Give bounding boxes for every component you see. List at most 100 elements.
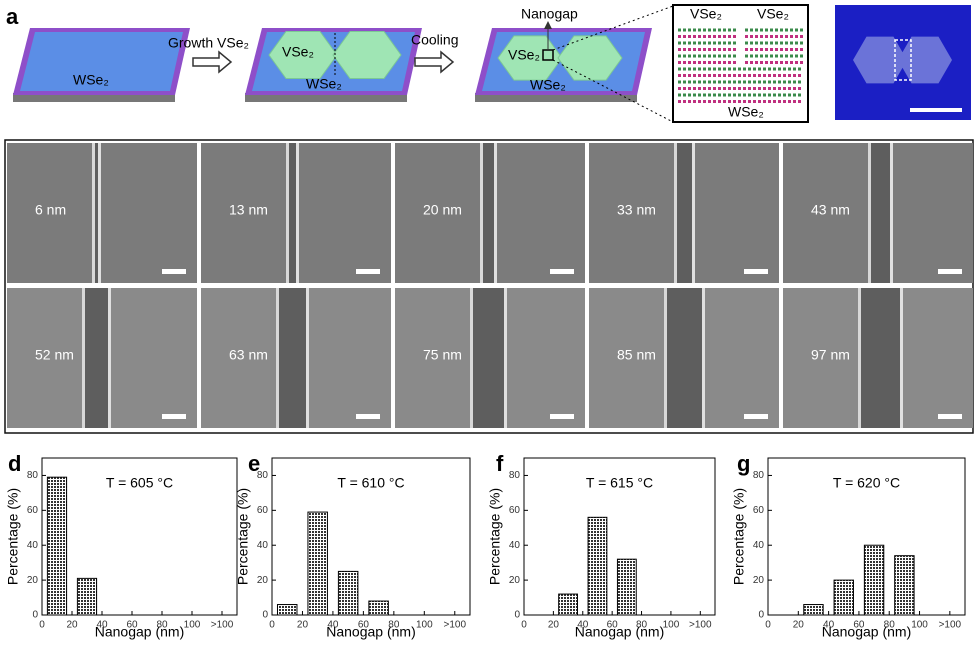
scale-bar <box>938 269 962 274</box>
sem-edge <box>890 143 893 283</box>
gap-label: 85 nm <box>617 347 656 363</box>
y-tick-label: 60 <box>27 505 39 516</box>
y-tick-label: 20 <box>27 575 39 586</box>
x-tick-label: 0 <box>39 620 45 631</box>
panel-label: d <box>8 451 21 476</box>
sem-edge <box>296 143 299 283</box>
annotation: T = 615 °C <box>586 475 653 491</box>
sem-gap <box>483 143 494 283</box>
gap-label: 13 nm <box>229 202 268 218</box>
x-tick-label: 100 <box>663 620 680 631</box>
sem-edge <box>494 143 497 283</box>
x-tick-label: >100 <box>444 620 467 631</box>
bar <box>76 577 98 616</box>
sem-gap <box>861 288 900 428</box>
scale-bar <box>162 269 186 274</box>
gap-label: 63 nm <box>229 347 268 363</box>
y-axis-label: Percentage (%) <box>5 488 21 585</box>
x-tick-label: 40 <box>577 620 589 631</box>
bar <box>833 579 854 616</box>
panel-label: e <box>248 451 260 476</box>
inset-label: VSe₂ <box>757 6 789 22</box>
gap-label: 6 nm <box>35 202 66 218</box>
nanogap-label: Nanogap <box>521 6 578 22</box>
sem-edge <box>664 288 667 428</box>
process-label: Cooling <box>411 32 458 48</box>
sem-image <box>7 143 197 283</box>
scale-bar <box>910 108 962 112</box>
x-tick-label: >100 <box>939 620 962 631</box>
gap-label: 33 nm <box>617 202 656 218</box>
substrate-label: WSe₂ <box>530 77 566 93</box>
scale-bar <box>744 414 768 419</box>
x-tick-label: 0 <box>521 620 527 631</box>
plot-frame <box>271 457 471 616</box>
bar <box>803 604 824 616</box>
x-tick-label: 60 <box>853 620 865 631</box>
bar <box>46 476 68 616</box>
y-tick-label: 40 <box>509 540 521 551</box>
gap-label: 20 nm <box>423 202 462 218</box>
substrate-side <box>475 93 637 102</box>
scale-bar <box>162 414 186 419</box>
x-tick-label: 100 <box>416 620 433 631</box>
scale-bar <box>744 269 768 274</box>
x-tick-label: 20 <box>66 620 78 631</box>
y-tick-label: 60 <box>509 505 521 516</box>
bar <box>307 511 328 616</box>
y-axis-label: Percentage (%) <box>731 488 747 585</box>
x-tick-label: 20 <box>548 620 560 631</box>
sem-gap <box>473 288 504 428</box>
scale-bar <box>356 269 380 274</box>
bar <box>616 558 637 616</box>
x-tick-label: 80 <box>156 620 168 631</box>
y-tick-label: 20 <box>753 575 765 586</box>
sem-gap <box>279 288 306 428</box>
sem-edge <box>480 143 483 283</box>
zoom-line <box>552 5 674 51</box>
sem-edge <box>674 143 677 283</box>
scale-bar <box>550 269 574 274</box>
vse2-flake <box>332 30 402 80</box>
x-tick-label: 0 <box>765 620 771 631</box>
bar <box>894 555 915 616</box>
x-tick-label: 20 <box>793 620 805 631</box>
x-tick-label: >100 <box>689 620 712 631</box>
sem-edge <box>276 288 279 428</box>
sem-edge <box>868 143 871 283</box>
sem-edge <box>900 288 903 428</box>
sem-gap <box>95 143 98 283</box>
flake-image <box>853 36 907 84</box>
gap-label: 97 nm <box>811 347 850 363</box>
panel-label: f <box>496 451 504 476</box>
process-label: Growth VSe₂ <box>168 35 249 51</box>
sem-edge <box>306 288 309 428</box>
y-tick-label: 40 <box>257 540 269 551</box>
sem-edge <box>470 288 473 428</box>
x-tick-label: 60 <box>126 620 138 631</box>
y-tick-label: 0 <box>32 610 38 621</box>
vse2-flake <box>557 35 623 81</box>
bar <box>863 544 885 616</box>
sem-gap <box>871 143 890 283</box>
sem-gap <box>667 288 702 428</box>
panel-label: g <box>737 451 750 476</box>
x-axis-label: Nanogap (nm) <box>575 624 665 640</box>
annotation: T = 620 °C <box>833 475 900 491</box>
x-tick-label: 40 <box>823 620 835 631</box>
x-tick-label: 0 <box>269 620 275 631</box>
x-tick-label: 60 <box>358 620 370 631</box>
x-tick-label: 20 <box>297 620 309 631</box>
y-tick-label: 80 <box>753 470 765 481</box>
x-tick-label: 80 <box>388 620 400 631</box>
sem-edge <box>82 288 85 428</box>
panel-label: a <box>6 4 19 29</box>
scale-bar <box>550 414 574 419</box>
sem-gap <box>85 288 108 428</box>
substrate-label: WSe₂ <box>73 72 109 88</box>
bar <box>368 600 389 616</box>
x-tick-label: >100 <box>211 620 234 631</box>
x-tick-label: 60 <box>607 620 619 631</box>
x-tick-label: 100 <box>911 620 928 631</box>
sem-edge <box>98 143 101 283</box>
